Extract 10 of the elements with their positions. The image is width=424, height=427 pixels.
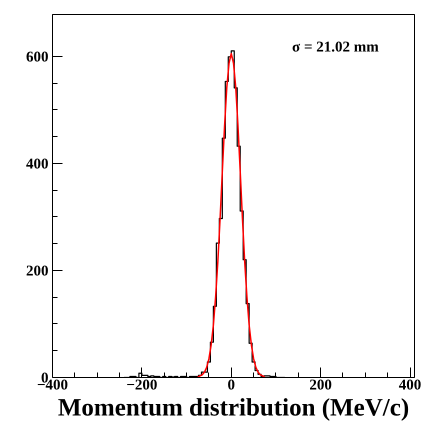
x-tick-label: −200 <box>126 378 158 394</box>
y-tick-label: 200 <box>26 263 48 280</box>
x-tick-label: 0 <box>228 378 236 394</box>
y-tick-label: 600 <box>26 49 48 66</box>
line-series <box>196 52 266 378</box>
y-tick-label: 400 <box>26 156 48 172</box>
annotation: σ = 21.02 mm <box>292 40 380 56</box>
x-axis-title: Momentum distribution (MeV/c) <box>58 394 410 422</box>
x-tick-label: 200 <box>309 378 332 394</box>
x-tick-label: 400 <box>398 378 422 394</box>
